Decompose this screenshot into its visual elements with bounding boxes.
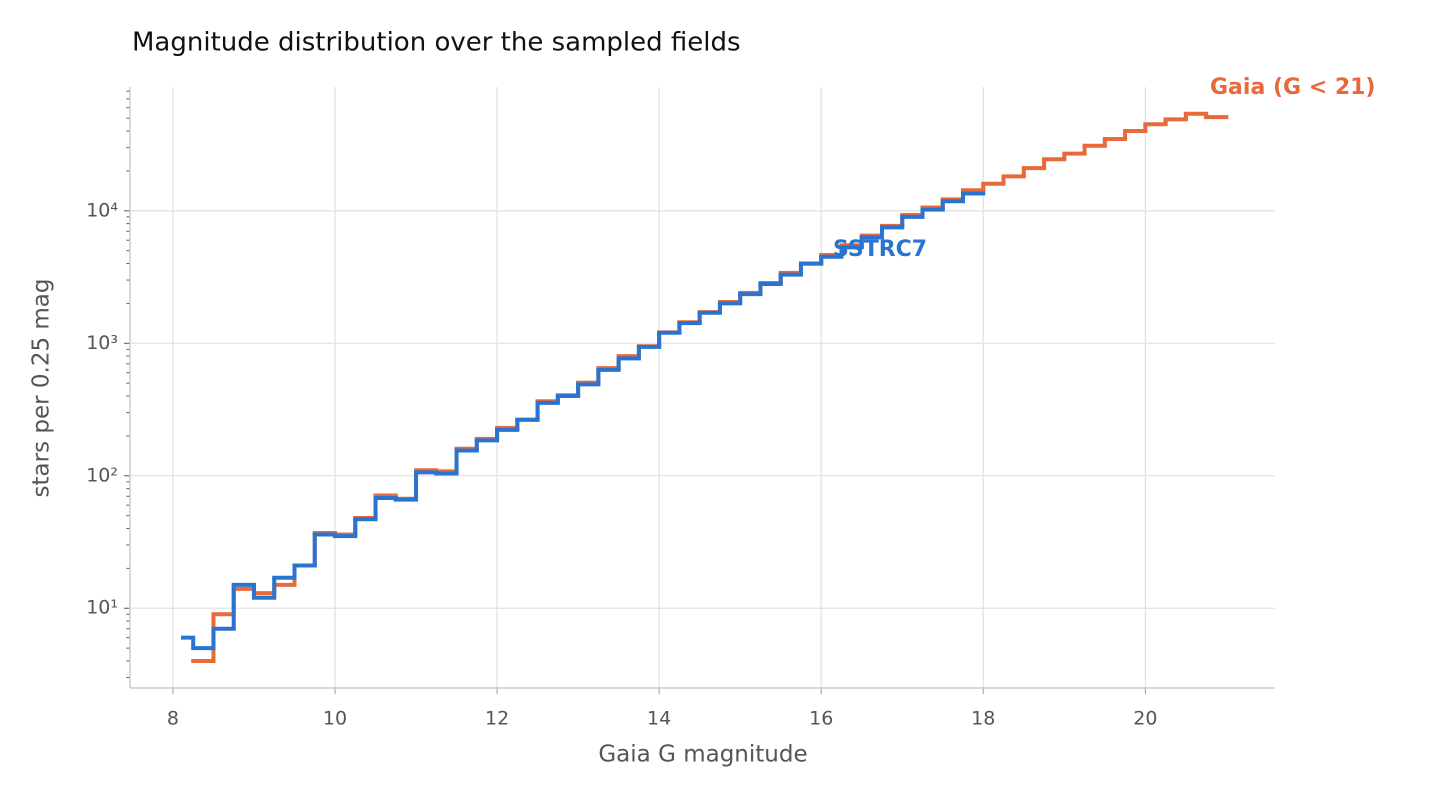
series-label: SSTRC7 <box>833 237 927 262</box>
y-tick-label: 10¹ <box>86 597 118 619</box>
x-axis-label: Gaia G magnitude <box>598 742 807 768</box>
x-tick-label: 10 <box>323 708 347 730</box>
series <box>181 191 986 651</box>
series <box>191 111 1229 663</box>
y-tick-label: 10³ <box>86 332 118 354</box>
plot-area <box>181 111 1229 663</box>
grid: 8 10 12 14 16 18 20 10¹ 10² 10³ 10⁴ <box>86 87 1275 730</box>
x-tick-label: 8 <box>167 708 179 730</box>
chart-title: Magnitude distribution over the sampled … <box>132 28 741 58</box>
x-tick-label: 18 <box>971 708 995 730</box>
x-tick-label: 20 <box>1133 708 1157 730</box>
x-tick-label: 16 <box>809 708 833 730</box>
series-label: Gaia (G < 21) <box>1210 75 1375 100</box>
y-tick-label: 10⁴ <box>86 199 118 221</box>
y-axis-label: stars per 0.25 mag <box>29 279 55 498</box>
step-riser <box>191 193 966 649</box>
x-tick-label: 14 <box>647 708 671 730</box>
step-riser <box>211 113 1209 661</box>
y-tick-label: 10² <box>86 464 118 486</box>
x-tick-label: 12 <box>485 708 509 730</box>
